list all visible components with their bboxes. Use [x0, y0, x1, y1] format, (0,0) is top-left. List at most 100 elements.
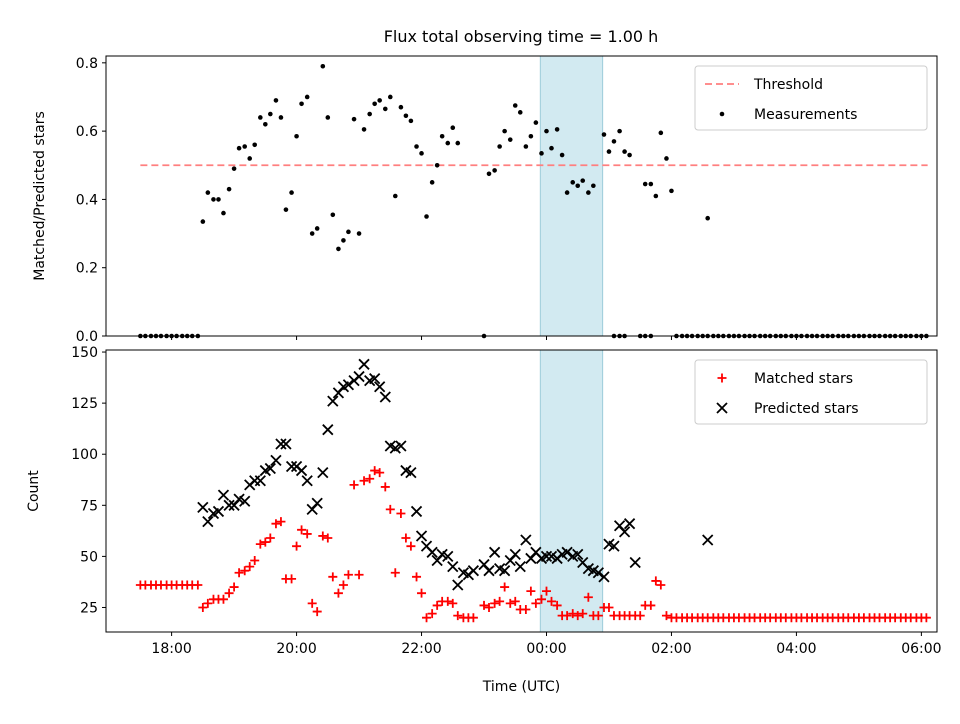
- x-tick-label: 22:00: [401, 641, 441, 657]
- data-point: [646, 600, 656, 610]
- data-point: [336, 246, 341, 252]
- data-point: [304, 94, 310, 100]
- data-point: [419, 151, 424, 156]
- data-point: [260, 537, 270, 547]
- data-point: [224, 588, 234, 598]
- data-point: [648, 181, 654, 187]
- data-point: [287, 574, 297, 584]
- data-point: [223, 499, 235, 511]
- data-point: [653, 193, 659, 199]
- legend: Threshold Measurements: [694, 65, 928, 131]
- data-point: [197, 501, 209, 513]
- y-axis-label: Matched/Predicted stars: [32, 111, 48, 281]
- data-point: [408, 118, 414, 124]
- data-point: [592, 567, 604, 579]
- data-point: [395, 440, 407, 452]
- data-point: [205, 190, 211, 195]
- data-point: [500, 582, 510, 592]
- data-point: [651, 576, 661, 586]
- data-point: [309, 231, 315, 236]
- data-point: [377, 98, 382, 103]
- legend-label: Measurements: [754, 107, 857, 123]
- data-point: [252, 142, 258, 148]
- data-point: [533, 120, 539, 125]
- chart-title: Flux total observing time = 1.00 h: [384, 27, 659, 46]
- data-point: [568, 609, 578, 619]
- data-point: [492, 168, 497, 173]
- data-point: [211, 197, 216, 202]
- legend-label: Matched stars: [754, 371, 853, 387]
- data-point: [412, 572, 422, 582]
- data-point: [512, 103, 518, 108]
- data-point: [604, 602, 614, 612]
- data-point: [302, 529, 312, 539]
- data-point: [317, 466, 329, 479]
- data-point: [509, 548, 521, 560]
- data-point: [390, 568, 400, 578]
- data-point: [250, 555, 260, 565]
- data-point: [498, 565, 511, 577]
- data-point: [495, 596, 505, 606]
- data-point: [629, 556, 641, 569]
- data-point: [226, 186, 232, 192]
- data-point: [245, 562, 255, 572]
- data-point: [427, 609, 437, 619]
- data-point: [414, 144, 419, 149]
- data-point: [356, 231, 362, 236]
- series-measurements: [138, 63, 929, 339]
- data-point: [341, 238, 346, 243]
- data-point: [453, 611, 463, 621]
- data-point: [254, 475, 266, 487]
- data-point: [312, 607, 322, 617]
- data-point: [517, 110, 523, 115]
- data-point: [549, 145, 554, 151]
- data-point: [240, 566, 250, 576]
- data-point: [311, 497, 323, 509]
- x-tick-label: 06:00: [901, 641, 941, 657]
- y-tick-label: 100: [71, 447, 98, 463]
- data-point: [314, 226, 320, 231]
- data-point: [264, 462, 276, 475]
- y-tick-label: 125: [71, 396, 98, 412]
- data-point: [572, 548, 584, 560]
- data-point: [372, 101, 377, 107]
- x-tick-label: 00:00: [526, 641, 566, 657]
- data-point: [193, 580, 203, 590]
- data-point: [658, 130, 664, 136]
- data-point: [349, 480, 359, 490]
- data-point: [578, 609, 588, 619]
- data-point: [539, 151, 544, 156]
- y-tick-label: 0.2: [76, 261, 98, 277]
- data-point: [608, 540, 620, 552]
- data-point: [292, 541, 302, 551]
- data-point: [554, 127, 560, 132]
- x-tick-label: 04:00: [776, 641, 816, 657]
- data-point: [544, 128, 549, 134]
- data-point: [320, 63, 326, 69]
- shaded-span: [539, 349, 604, 633]
- data-point: [396, 508, 406, 518]
- data-point: [656, 580, 666, 590]
- data-point: [354, 570, 364, 580]
- data-point: [562, 611, 572, 621]
- data-point: [351, 116, 357, 122]
- data-point: [403, 113, 409, 119]
- axes-frame: [105, 349, 938, 633]
- data-point: [635, 611, 645, 621]
- data-point: [217, 489, 230, 501]
- data-point: [415, 530, 428, 542]
- data-point: [322, 424, 334, 436]
- data-point: [497, 144, 502, 149]
- y-tick-label: 25: [80, 600, 98, 616]
- data-point: [358, 358, 370, 370]
- data-point: [242, 144, 248, 149]
- data-point: [375, 468, 385, 478]
- data-point: [405, 466, 417, 479]
- data-point: [439, 133, 445, 139]
- data-point: [221, 210, 226, 216]
- data-point: [342, 379, 355, 391]
- data-point: [203, 598, 213, 608]
- data-point: [346, 229, 351, 235]
- data-point: [552, 600, 562, 610]
